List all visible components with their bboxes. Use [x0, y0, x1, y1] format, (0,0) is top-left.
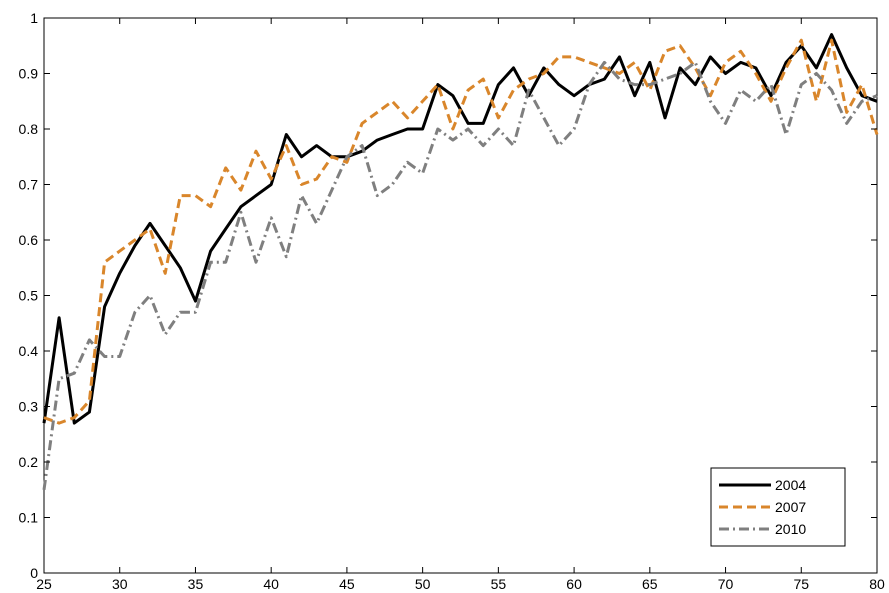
legend: 2004 2007 2010	[710, 467, 846, 547]
x-tick-label: 65	[642, 576, 658, 592]
y-tick-label: 0.1	[19, 510, 39, 526]
x-tick-label: 40	[263, 576, 279, 592]
y-tick-label: 0.3	[19, 399, 39, 415]
x-tick-label: 55	[491, 576, 507, 592]
x-tick-label: 75	[793, 576, 809, 592]
y-tick-label: 0.9	[19, 66, 39, 82]
x-tick-label: 70	[718, 576, 734, 592]
y-tick-label: 0.8	[19, 121, 39, 137]
axis-layer: 25 30 35 40 45 50 55 60 65 70 75 80 0 0.1 0.2 0.3 0.4 0.5…	[19, 10, 885, 592]
y-tick-label: 0	[30, 565, 38, 581]
y-tick-label: 0.7	[19, 177, 39, 193]
legend-label-1: 2007	[775, 499, 806, 515]
y-tick-label: 0.6	[19, 232, 39, 248]
y-tick-label: 0.2	[19, 454, 39, 470]
y-tick-label: 0.5	[19, 288, 39, 304]
series-layer	[42, 33, 879, 491]
x-tick-label: 30	[112, 576, 128, 592]
y-tick-label: 1	[30, 10, 38, 26]
x-tick-label: 60	[566, 576, 582, 592]
y-tick-label: 0.4	[19, 343, 39, 359]
legend-label-2: 2010	[775, 521, 806, 537]
x-tick-label: 80	[869, 576, 885, 592]
series-line-2	[42, 60, 878, 491]
x-tick-label: 50	[415, 576, 431, 592]
x-tick-label: 45	[339, 576, 355, 592]
series-line-1	[43, 38, 879, 425]
x-tick-label: 25	[36, 576, 52, 592]
legend-label-0: 2004	[775, 477, 806, 493]
x-tick-label: 35	[188, 576, 204, 592]
